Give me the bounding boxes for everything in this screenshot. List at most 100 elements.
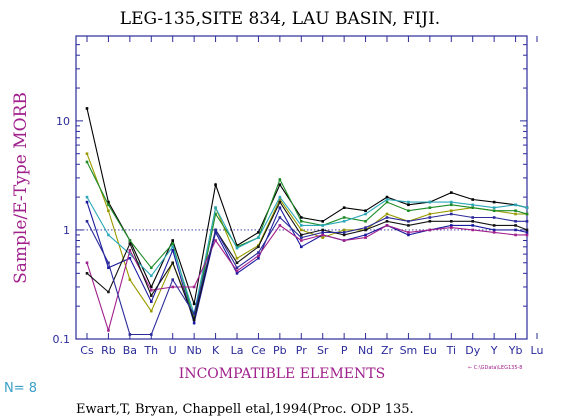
- data-point: [278, 183, 282, 186]
- series-5: [85, 200, 529, 326]
- data-point: [449, 209, 453, 213]
- data-point: [492, 209, 496, 213]
- x-tick-label: Ti: [446, 344, 456, 357]
- data-point: [107, 329, 110, 332]
- data-point: [214, 239, 217, 242]
- data-point: [342, 233, 346, 237]
- file-annotation: ← C:\GData\LEG135-8: [468, 365, 523, 371]
- data-point: [449, 219, 453, 223]
- data-point: [192, 318, 196, 322]
- data-point: [407, 209, 410, 213]
- series-line: [86, 224, 527, 333]
- data-point: [492, 224, 496, 227]
- data-point: [407, 200, 410, 204]
- chart-title: LEG-135,SITE 834, LAU BASIN, FIJI.: [120, 9, 440, 29]
- data-point: [321, 219, 325, 223]
- data-point: [278, 216, 282, 219]
- x-tick-label: Pb: [273, 344, 287, 357]
- data-point: [278, 224, 282, 227]
- data-point: [364, 226, 367, 229]
- data-point: [235, 244, 239, 247]
- data-point: [171, 249, 175, 252]
- data-point: [278, 195, 282, 199]
- data-point: [364, 212, 367, 216]
- x-tick-label: Yb: [508, 344, 523, 357]
- data-point: [449, 212, 453, 216]
- data-point: [514, 228, 517, 232]
- data-point: [128, 249, 132, 252]
- data-point: [471, 219, 475, 223]
- data-point: [107, 200, 110, 204]
- data-point: [257, 256, 260, 260]
- data-point: [257, 254, 260, 258]
- data-point: [278, 178, 282, 181]
- data-point: [149, 285, 153, 289]
- data-point: [299, 236, 303, 239]
- data-point: [471, 203, 475, 207]
- data-point: [192, 321, 196, 325]
- x-axis: Cs Rb Ba Th U Nb K La Ce Pb Pr Sr P Nd Zr Sm Eu Ti Dy Y Yb Lu: [80, 36, 543, 357]
- x-tick-label: P: [341, 344, 348, 357]
- data-point: [85, 160, 89, 164]
- x-tick-label: Nb: [187, 344, 202, 357]
- x-tick-label: Sm: [400, 344, 418, 357]
- data-point: [171, 239, 175, 242]
- data-point: [299, 239, 303, 242]
- data-point: [342, 206, 346, 209]
- data-point: [364, 209, 367, 213]
- data-point: [128, 252, 132, 256]
- series-layer: [85, 107, 529, 336]
- x-tick-label: Y: [490, 344, 498, 357]
- x-tick-label: Rb: [101, 344, 116, 357]
- data-point: [364, 233, 367, 237]
- series-line: [86, 213, 527, 336]
- data-point: [192, 285, 196, 289]
- data-point: [407, 231, 410, 234]
- data-point: [299, 219, 303, 223]
- data-point: [85, 272, 89, 275]
- data-point: [449, 203, 453, 207]
- data-point: [428, 228, 432, 232]
- series-line: [86, 153, 527, 319]
- series-line: [86, 200, 528, 322]
- x-tick-label: Pr: [296, 344, 307, 357]
- data-point: [107, 290, 110, 294]
- data-point: [407, 219, 410, 223]
- data-point: [299, 245, 303, 249]
- data-point: [107, 203, 110, 207]
- data-point: [525, 231, 529, 234]
- data-point: [428, 219, 432, 223]
- y-axis-label: Sample/E-Type MORB: [11, 92, 31, 284]
- x-tick-label: K: [212, 344, 220, 357]
- data-point: [321, 231, 325, 234]
- x-tick-label: Dy: [465, 344, 480, 357]
- data-point: [107, 233, 110, 237]
- data-point: [85, 107, 89, 110]
- data-point: [321, 233, 325, 237]
- data-point: [449, 200, 453, 204]
- x-tick-label: La: [231, 344, 244, 357]
- data-point: [428, 200, 432, 204]
- data-point: [257, 231, 260, 234]
- series-line: [86, 161, 528, 320]
- data-point: [128, 333, 132, 336]
- data-point: [278, 206, 282, 209]
- data-point: [449, 226, 453, 229]
- data-point: [257, 251, 260, 254]
- data-point: [342, 228, 346, 232]
- data-point: [85, 219, 89, 223]
- series-line: [86, 201, 528, 326]
- plot-area: [75, 35, 528, 340]
- data-point: [85, 200, 89, 204]
- data-point: [128, 242, 132, 245]
- data-point: [514, 209, 517, 213]
- data-point: [85, 152, 89, 156]
- data-point: [235, 266, 239, 270]
- data-point: [471, 216, 475, 219]
- data-point: [149, 274, 153, 278]
- data-point: [364, 219, 367, 223]
- data-point: [171, 242, 175, 245]
- data-point: [235, 256, 239, 260]
- x-tick-label: Ce: [251, 344, 266, 357]
- data-point: [321, 236, 325, 239]
